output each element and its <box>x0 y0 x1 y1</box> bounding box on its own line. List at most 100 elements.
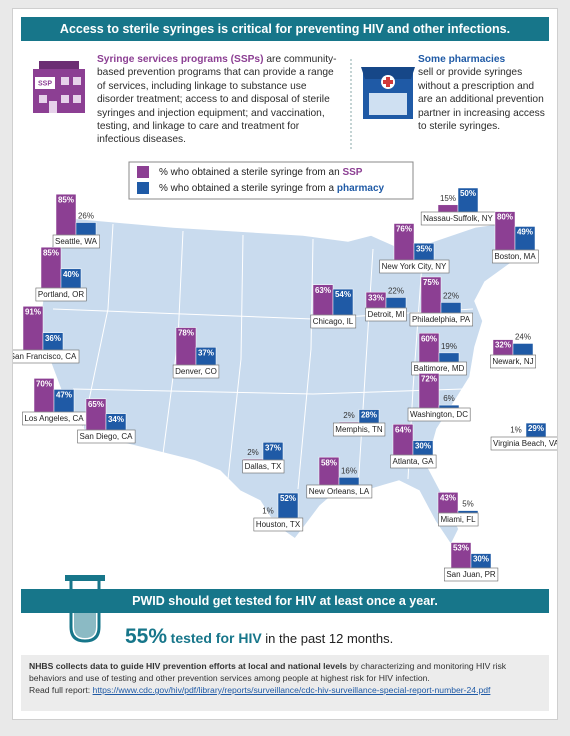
city-name: Virginia Beach, VA <box>493 439 557 448</box>
ssp-icon: SSP <box>33 61 85 113</box>
value-label: 85% <box>58 195 74 204</box>
value-label: 30% <box>473 555 489 564</box>
value-label: 19% <box>441 342 457 351</box>
bar <box>76 223 96 235</box>
city-name: Detroit, MI <box>368 310 405 319</box>
legend-swatch <box>137 182 149 194</box>
value-label: 36% <box>45 334 61 343</box>
value-label: 76% <box>396 225 412 234</box>
testing-banner: PWID should get tested for HIV at least … <box>21 589 549 613</box>
footer-lead: NHBS collects data to guide HIV preventi… <box>29 661 347 671</box>
pharmacy-body: sell or provide syringes without a presc… <box>418 67 545 132</box>
value-label: 91% <box>25 307 41 316</box>
city-name: Washington, DC <box>410 410 468 419</box>
bar <box>439 405 459 408</box>
city-label: Boston, MA <box>492 250 538 263</box>
value-label: 37% <box>265 443 281 452</box>
value-label: 22% <box>388 287 404 296</box>
city-label: Miami, FL <box>438 513 478 526</box>
value-label: 65% <box>88 400 104 409</box>
ssp-paragraph: Syringe services programs (SSPs) are com… <box>97 53 343 147</box>
city-name: Portland, OR <box>38 290 84 299</box>
city-label: San Juan, PR <box>444 568 498 581</box>
city-label: Houston, TX <box>254 518 303 531</box>
value-label: 2% <box>343 411 355 420</box>
bar <box>458 511 478 513</box>
value-label: 22% <box>443 292 459 301</box>
city-label: Denver, CO <box>173 365 219 378</box>
report-link[interactable]: https://www.cdc.gov/hiv/pdf/library/repo… <box>93 685 491 695</box>
city-name: New York City, NY <box>382 262 447 271</box>
report-label: Read full report: <box>29 685 90 695</box>
value-label: 40% <box>63 270 79 279</box>
pharmacy-lead: Some pharmacies <box>418 53 550 66</box>
city-label: San Francisco, CA <box>13 350 79 363</box>
city-name: Houston, TX <box>256 520 301 529</box>
testing-stat: 55% tested for HIV in the past 12 months… <box>125 625 545 649</box>
value-label: 47% <box>56 391 72 400</box>
bar <box>513 343 533 355</box>
city-name: New Orleans, LA <box>309 487 370 496</box>
value-label: 1% <box>262 507 274 516</box>
value-label: 85% <box>43 248 59 257</box>
value-label: 16% <box>341 466 357 475</box>
value-label: 52% <box>280 494 296 503</box>
bar <box>438 205 458 212</box>
city-name: San Juan, PR <box>446 570 496 579</box>
city-label: Nassau-Suffolk, NY <box>421 212 495 225</box>
header-banner: Access to sterile syringes is critical f… <box>21 17 549 41</box>
city-label: Atlanta, GA <box>391 455 437 468</box>
bar <box>441 302 461 313</box>
city-name: Nassau-Suffolk, NY <box>423 214 493 223</box>
city-label: New York City, NY <box>380 260 449 273</box>
value-label: 1% <box>510 426 522 435</box>
value-label: 26% <box>78 212 94 221</box>
value-label: 49% <box>517 228 533 237</box>
pharmacy-paragraph: Some pharmacies sell or provide syringes… <box>418 53 550 133</box>
value-label: 43% <box>440 493 456 502</box>
stat-value: 55% <box>125 625 167 648</box>
value-label: 6% <box>443 394 455 403</box>
city-label: San Diego, CA <box>78 430 136 443</box>
bar <box>386 297 406 308</box>
value-label: 58% <box>321 458 337 467</box>
stat-rest: in the past 12 months. <box>265 631 393 646</box>
value-label: 50% <box>460 189 476 198</box>
value-label: 5% <box>462 500 474 509</box>
bar <box>339 477 359 485</box>
city-name: Atlanta, GA <box>393 457 435 466</box>
city-label: Detroit, MI <box>366 308 407 321</box>
value-label: 29% <box>528 424 544 433</box>
legend-swatch <box>137 166 149 178</box>
city-name: Dallas, TX <box>245 462 282 471</box>
value-label: 63% <box>315 286 331 295</box>
value-label: 53% <box>453 544 469 553</box>
ssp-lead: Syringe services programs (SSPs) <box>97 54 263 65</box>
city-name: Denver, CO <box>175 367 217 376</box>
ssp-body: are community-based prevention programs … <box>97 54 337 145</box>
legend-label: % who obtained a sterile syringe from an… <box>159 167 363 178</box>
value-label: 37% <box>198 348 214 357</box>
value-label: 60% <box>421 334 437 343</box>
city-name: San Francisco, CA <box>13 352 77 361</box>
city-label: Portland, OR <box>36 288 86 301</box>
value-label: 72% <box>421 375 437 384</box>
city-name: Baltimore, MD <box>414 364 465 373</box>
city-label: Seattle, WA <box>53 235 100 248</box>
city-label: Memphis, TN <box>333 423 385 436</box>
value-label: 54% <box>335 290 351 299</box>
value-label: 75% <box>423 278 439 287</box>
value-label: 64% <box>395 425 411 434</box>
city-label: Dallas, TX <box>243 460 284 473</box>
city-name: Los Angeles, CA <box>24 414 84 423</box>
infographic: SSP % who obtained a sterile syringe fro… <box>12 8 558 720</box>
value-label: 24% <box>515 333 531 342</box>
city-label: New Orleans, LA <box>307 485 372 498</box>
footer: NHBS collects data to guide HIV preventi… <box>21 655 549 711</box>
city-name: Newark, NJ <box>492 357 533 366</box>
value-label: 34% <box>108 415 124 424</box>
value-label: 2% <box>247 448 259 457</box>
city-name: Chicago, IL <box>313 317 354 326</box>
city-label: Los Angeles, CA <box>22 412 86 425</box>
city-label: Newark, NJ <box>490 355 535 368</box>
